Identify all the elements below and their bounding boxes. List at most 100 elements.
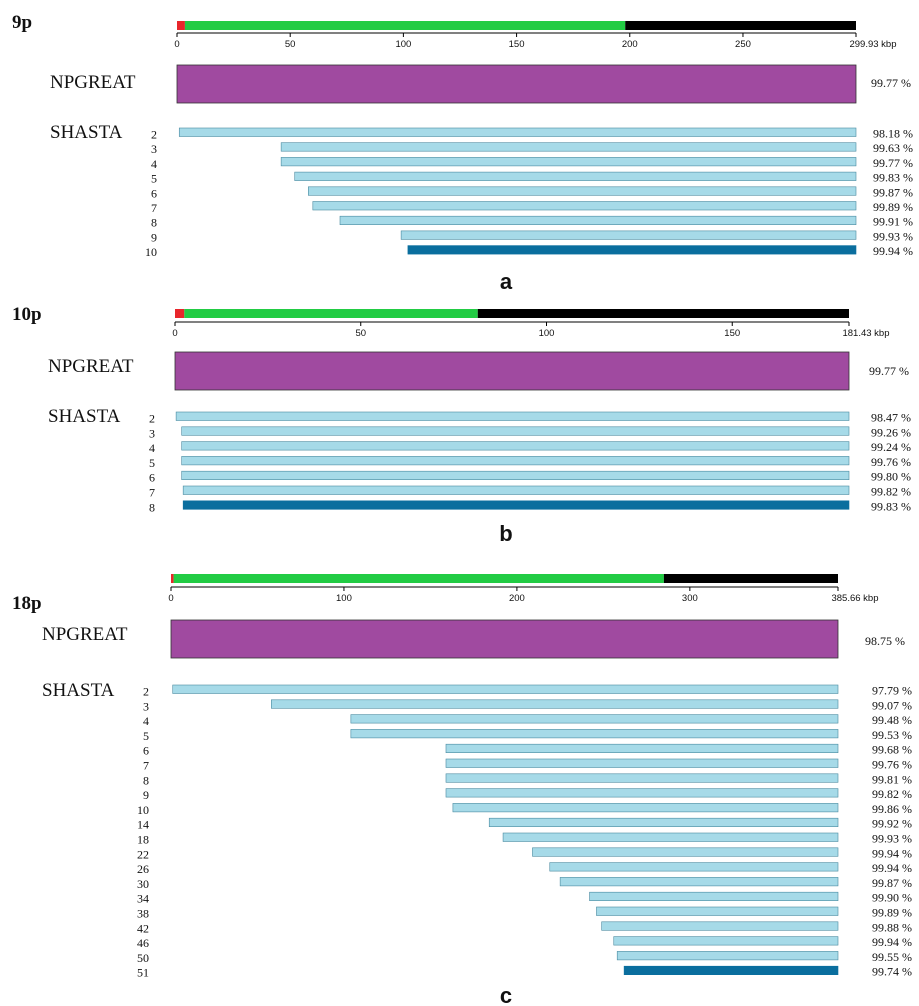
panel-b-tick-label: 50 [355,328,366,339]
panel-b-npgreat-label: NPGREAT [48,356,134,377]
panel-a-tick-label: 150 [509,39,525,50]
panel-a-shasta-identity: 99.83 % [873,171,913,185]
panel-c-shasta-bar [172,684,839,694]
panel-c-shasta-bar [488,817,839,828]
panel-c-shasta-bar [445,758,839,768]
panel-c-shasta-bar [532,847,839,857]
panel-c-shasta-identity: 99.68 % [872,743,912,757]
panel-a-npgreat-bar [176,64,857,104]
panel-b-shasta-identity: 99.76 % [871,455,911,469]
panel-a-tick-label: 0 [174,39,179,50]
panel-b-shasta-identity: 99.82 % [871,485,911,499]
panel-c-shasta-iteration: 18 [137,833,149,847]
panel-c-shasta-bar [601,921,839,931]
panel-c-npgreat-label: NPGREAT [42,624,128,645]
panel-c-shasta-iteration: 8 [143,773,149,787]
panel-a-shasta-iteration: 9 [151,230,157,244]
panel-c-shasta-identity: 99.93 % [872,832,912,846]
panel-c-shasta-identity: 99.86 % [872,802,912,816]
panel-a-npgreat-identity: 99.77 % [871,76,911,90]
panel-b-shasta-iteration: 7 [149,486,155,500]
panel-b-shasta-bar [181,426,850,436]
panel-c-shasta-iteration: 42 [137,921,149,935]
panel-c-shasta-identity: 99.94 % [872,861,912,875]
panel-b-letter: b [499,521,512,546]
panel-c-shasta-identity: 99.48 % [872,713,912,727]
panel-c-shasta-bar [445,773,839,783]
panel-a-shasta-iteration: 7 [151,201,157,215]
panel-b-shasta-identity: 99.83 % [871,499,911,513]
panel-c-chromosome-title: 18p [12,593,42,614]
panel-c-shasta-iteration: 2 [143,685,149,699]
panel-a-shasta-bar [308,186,857,196]
panel-c-axis-total-label: 385.66 kbp [831,593,878,604]
panel-c-shasta-bar [350,714,839,724]
panel-b-shasta-bar [181,441,850,451]
panel-a-shasta-bar [312,201,857,211]
panel-c-shasta-iteration: 26 [137,862,149,876]
panel-c-shasta-iteration: 14 [137,818,149,832]
panel-c-shasta-identity: 99.94 % [872,935,912,949]
panel-a-shasta-iteration: 2 [151,128,157,142]
panel-a-shasta-identity: 99.91 % [873,215,913,229]
panel-b-shasta-identity: 99.80 % [871,470,911,484]
panel-a-chrom-green-segment [184,21,626,30]
panel-a-shasta-bar [280,142,857,152]
panel-b-shasta-iteration: 4 [149,441,155,455]
panel-c-shasta-iteration: 22 [137,847,149,861]
panel-c-shasta-bar [616,951,839,961]
panel-a-shasta-iteration: 3 [151,142,157,156]
panel-c-chrom-black-segment [663,574,838,583]
panel-c-shasta-iteration: 5 [143,729,149,743]
panel-c-shasta-bar [271,699,839,709]
panel-b-shasta-iteration: 6 [149,471,155,485]
panel-a-shasta-identity: 98.18 % [873,127,913,141]
panel-c-shasta-label: SHASTA [42,680,115,701]
panel-b-tick-label: 150 [724,328,740,339]
panel-c-shasta-iteration: 6 [143,744,149,758]
panel-a-shasta-iteration: 10 [145,245,157,259]
panel-c-shasta-bar [502,832,839,842]
panel-b-shasta-bar [181,456,850,466]
panel-a-shasta-iteration: 5 [151,172,157,186]
panel-c-shasta-iteration: 3 [143,699,149,713]
panel-c-npgreat-bar [170,619,839,659]
panel-c-shasta-bar [559,877,839,887]
panel-a-shasta-bar [339,215,857,225]
panel-b-chrom-green-segment [184,309,478,318]
panel-b-shasta-iteration: 2 [149,412,155,426]
panel-c-shasta-identity: 99.81 % [872,772,912,786]
panel-b-shasta-iteration: 3 [149,426,155,440]
panel-c-shasta-iteration: 50 [137,951,149,965]
panel-c-shasta-identity: 99.74 % [872,965,912,979]
panel-c-shasta-final-bar [623,965,839,976]
panel-a-npgreat-label: NPGREAT [50,72,136,93]
panel-b-shasta-identity: 99.24 % [871,440,911,454]
panel-b-shasta-label: SHASTA [48,406,121,427]
panel-c-shasta-bar [596,906,839,916]
panel-a-shasta-identity: 99.93 % [873,229,913,243]
panel-a-tick-label: 100 [395,39,411,50]
panel-c-shasta-iteration: 4 [143,714,149,728]
panel-a-chrom-black-segment [625,21,856,30]
panel-a-shasta-identity: 99.77 % [873,156,913,170]
panel-a-tick-label: 50 [285,39,296,50]
panel-a-shasta-identity: 99.94 % [873,244,913,258]
panel-c-shasta-identity: 99.94 % [872,846,912,860]
panel-a-shasta-identity: 99.63 % [873,141,913,155]
panel-a-shasta-identity: 99.89 % [873,200,913,214]
panel-c-chrom-red-segment [171,574,174,583]
panel-c-shasta-identity: 99.87 % [872,876,912,890]
panel-a-chrom-red-segment [177,21,185,30]
panel-b-shasta-final-bar [182,500,850,510]
panel-c-shasta-iteration: 30 [137,877,149,891]
panel-a-shasta-bar [280,157,857,167]
panel-a-shasta-bar [400,230,857,240]
panel-c-shasta-bar [445,743,839,754]
panel-b-npgreat-identity: 99.77 % [869,364,909,378]
panel-b-shasta-bar [175,411,850,421]
panel-c-shasta-identity: 99.55 % [872,950,912,964]
panel-b-shasta-identity: 98.47 % [871,411,911,425]
panel-a-letter: a [500,269,513,294]
